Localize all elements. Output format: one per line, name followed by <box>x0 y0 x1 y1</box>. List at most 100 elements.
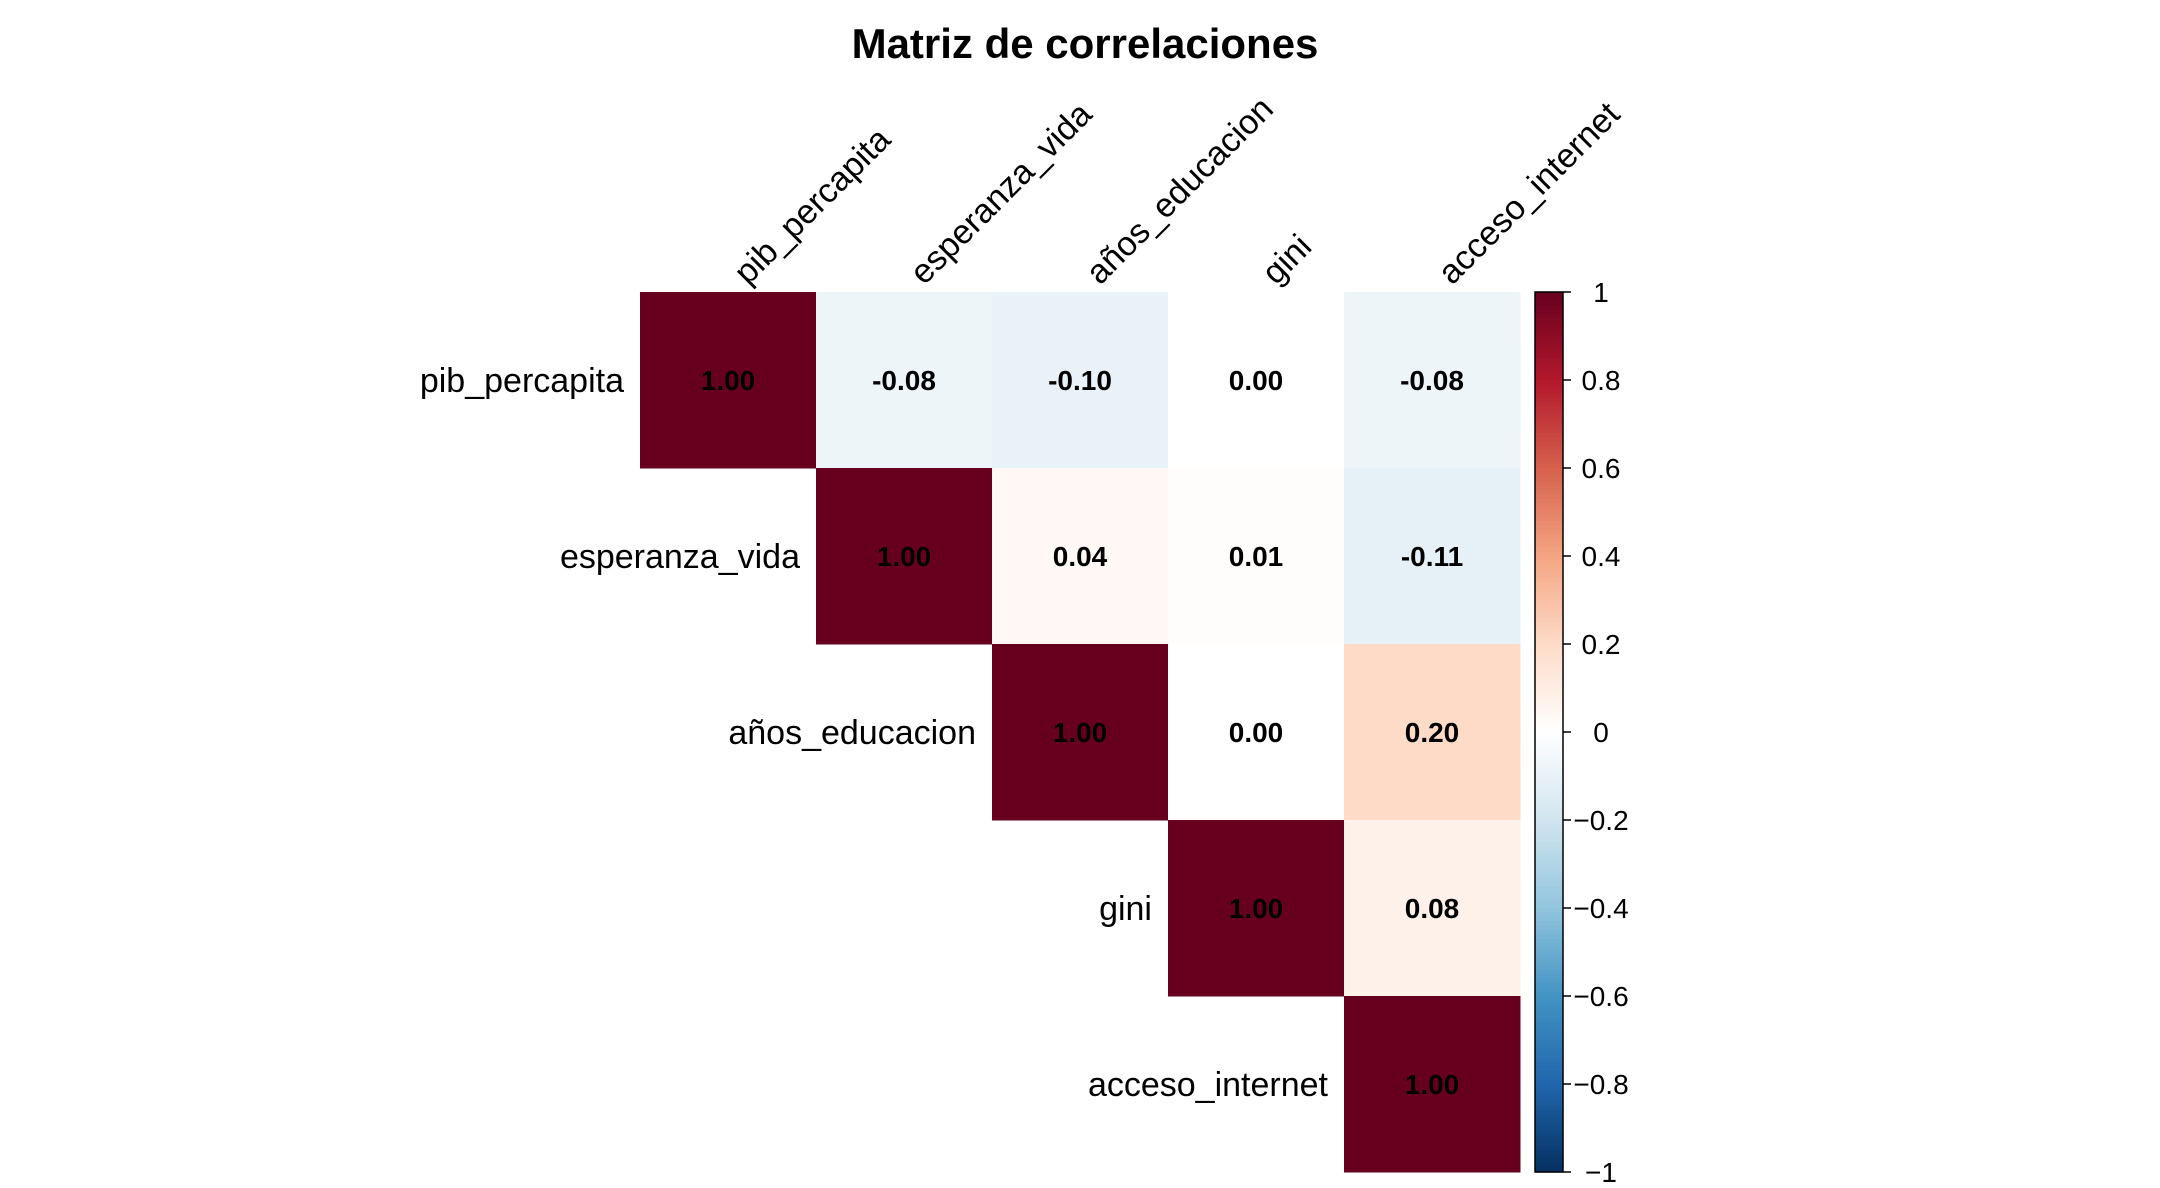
colorbar-segment <box>1535 1075 1563 1081</box>
colorbar-segment <box>1535 850 1563 856</box>
cell-value-label: 0.08 <box>1405 893 1460 924</box>
colorbar-segment <box>1535 674 1563 680</box>
colorbar-segment <box>1535 683 1563 689</box>
colorbar-segment <box>1535 749 1563 755</box>
colorbar-segment <box>1535 428 1563 434</box>
colorbar-segment <box>1535 762 1563 768</box>
colorbar-segment <box>1535 498 1563 504</box>
colorbar-segment <box>1535 956 1563 962</box>
colorbar-segment <box>1535 1018 1563 1023</box>
colorbar-segment <box>1535 331 1563 337</box>
colorbar-segment <box>1535 415 1563 421</box>
colorbar-tick-label: 0.2 <box>1582 629 1621 660</box>
colorbar-segment <box>1535 666 1563 671</box>
colorbar-segment <box>1535 626 1563 632</box>
cell-value-label: -0.08 <box>1400 365 1464 396</box>
colorbar-segment <box>1535 828 1563 834</box>
colorbar-segment <box>1535 1163 1563 1169</box>
cell-value-label: 1.00 <box>1053 717 1108 748</box>
colorbar-segment <box>1535 1066 1563 1072</box>
colorbar-segment <box>1535 696 1563 702</box>
colorbar-segment <box>1535 578 1563 583</box>
colorbar-segment <box>1535 1004 1563 1010</box>
colorbar-segment <box>1535 472 1563 478</box>
column-label: pib_percapita <box>727 120 898 291</box>
colorbar-segment <box>1535 1123 1563 1129</box>
heatmap-cell <box>1168 820 1345 997</box>
colorbar-tick-label: −0.6 <box>1573 981 1628 1012</box>
colorbar-segment <box>1535 344 1563 350</box>
colorbar-segment <box>1535 1022 1563 1028</box>
colorbar-segment <box>1535 384 1563 390</box>
colorbar-segment <box>1535 745 1563 751</box>
colorbar-segment <box>1535 960 1563 966</box>
heatmap-cell <box>1168 468 1345 645</box>
heatmap-cell <box>1344 820 1521 997</box>
colorbar-segment <box>1535 556 1563 561</box>
colorbar-segment <box>1535 534 1563 539</box>
colorbar-segment <box>1535 952 1563 957</box>
colorbar-segment <box>1535 529 1563 535</box>
colorbar-segment <box>1535 560 1563 566</box>
colorbar-segment <box>1535 296 1563 302</box>
colorbar-segment <box>1535 938 1563 944</box>
colorbar-segment <box>1535 705 1563 711</box>
colorbar-segment <box>1535 974 1563 979</box>
colorbar-segment <box>1535 617 1563 623</box>
heatmap-cell <box>992 468 1169 645</box>
colorbar-segment <box>1535 520 1563 526</box>
colorbar-segment <box>1535 644 1563 649</box>
colorbar-segment <box>1535 1154 1563 1160</box>
colorbar-segment <box>1535 859 1563 865</box>
colorbar-segment <box>1535 815 1563 821</box>
colorbar-segment <box>1535 503 1563 509</box>
colorbar-segment <box>1535 441 1563 447</box>
colorbar-segment <box>1535 635 1563 641</box>
colorbar-segment <box>1535 622 1563 627</box>
cell-value-label: -0.08 <box>872 365 936 396</box>
colorbar-segment <box>1535 1167 1563 1173</box>
colorbar-segment <box>1535 362 1563 368</box>
colorbar-segment <box>1535 494 1563 500</box>
colorbar-segment <box>1535 375 1563 381</box>
colorbar-segment <box>1535 846 1563 852</box>
colorbar-segment <box>1535 446 1563 451</box>
colorbar-segment <box>1535 1141 1563 1147</box>
colorbar-segment <box>1535 833 1563 839</box>
colorbar-segment <box>1535 1101 1563 1107</box>
heatmap-cell <box>992 644 1169 821</box>
colorbar-tick-label: 0 <box>1593 717 1609 748</box>
colorbar-segment <box>1535 982 1563 988</box>
colorbar-segment <box>1535 450 1563 456</box>
column-label: esperanza_vida <box>903 95 1100 292</box>
colorbar-segment <box>1535 943 1563 949</box>
colorbar-segment <box>1535 842 1563 847</box>
colorbar-segment <box>1535 591 1563 597</box>
colorbar-segment <box>1535 476 1563 482</box>
colorbar-segment <box>1535 793 1563 799</box>
colorbar-segment <box>1535 358 1563 363</box>
heatmap-cells: 1.00 -0.08 -0.10 0.00 -0.08 1.00 0.04 0.01 -0.11… <box>640 292 1521 1173</box>
colorbar-segment <box>1535 934 1563 940</box>
colorbar-segment <box>1535 300 1563 306</box>
colorbar-segment <box>1535 1048 1563 1054</box>
cell-value-label: 1.00 <box>1405 1069 1460 1100</box>
colorbar-segment <box>1535 784 1563 790</box>
colorbar-segment <box>1535 868 1563 874</box>
colorbar-segment <box>1535 701 1563 707</box>
colorbar-segment <box>1535 380 1563 385</box>
colorbar-segment <box>1535 1026 1563 1032</box>
colorbar-segment <box>1535 1106 1563 1111</box>
colorbar-segment <box>1535 824 1563 830</box>
colorbar-segment <box>1535 630 1563 636</box>
colorbar-segment <box>1535 406 1563 412</box>
row-label: esperanza_vida <box>560 538 800 576</box>
colorbar-segment <box>1535 604 1563 610</box>
colorbar-segment <box>1535 1031 1563 1037</box>
colorbar-segment <box>1535 736 1563 742</box>
colorbar-segment <box>1535 573 1563 579</box>
heatmap-cell <box>1344 644 1521 821</box>
colorbar-segment <box>1535 916 1563 922</box>
colorbar-tick-label: 0.4 <box>1582 541 1621 572</box>
colorbar-segment <box>1535 327 1563 333</box>
